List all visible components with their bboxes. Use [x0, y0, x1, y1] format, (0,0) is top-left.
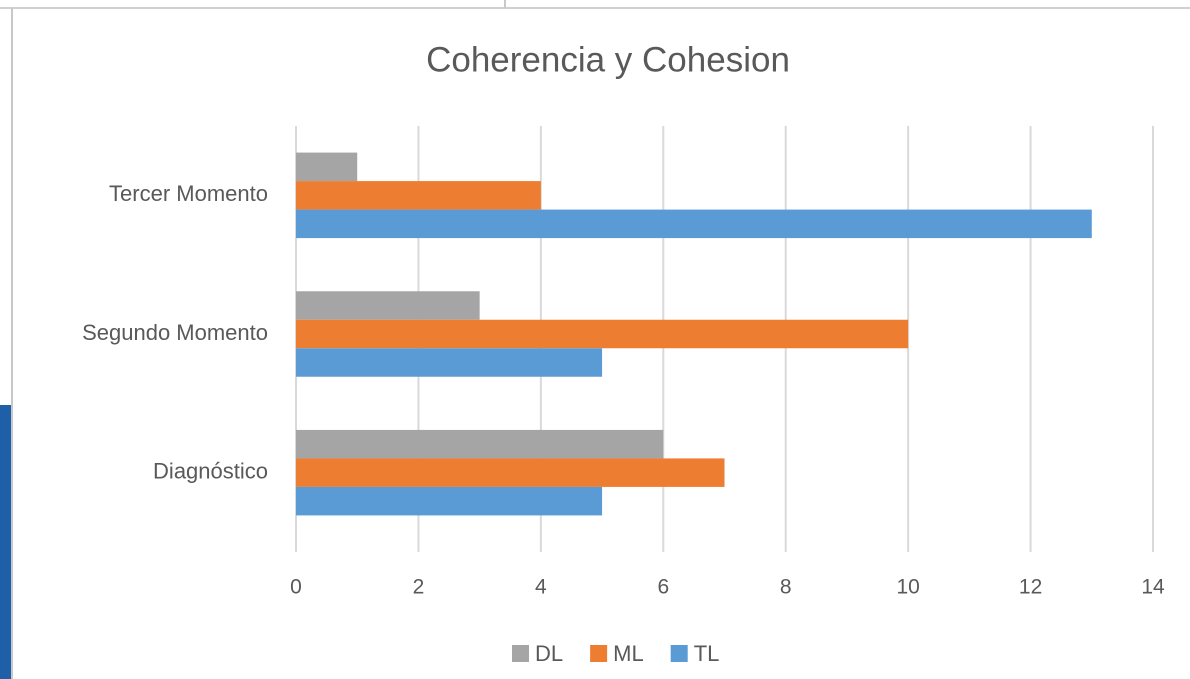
bar: [296, 348, 603, 377]
bar: [296, 181, 541, 210]
legend-label: ML: [613, 641, 644, 666]
x-tick-label: 10: [896, 576, 919, 599]
legend-swatch: [670, 645, 688, 662]
x-tick-label: 12: [1019, 576, 1042, 599]
y-tick-label: Diagnóstico: [153, 458, 268, 483]
bar: [296, 429, 664, 459]
legend-swatch: [512, 645, 529, 662]
chart-title: Coherencia y Cohesion: [426, 40, 790, 79]
x-tick-label: 0: [290, 576, 302, 599]
legend-swatch: [590, 645, 608, 662]
legend-label: DL: [535, 641, 563, 666]
x-tick-label: 6: [657, 576, 669, 599]
x-tick-label: 4: [535, 576, 547, 599]
bar: [296, 319, 909, 349]
legend-label: TL: [694, 641, 720, 666]
bar: [296, 152, 358, 182]
x-tick-label: 14: [1141, 576, 1165, 599]
x-tick-label: 8: [780, 576, 792, 599]
side-strip: [0, 405, 11, 679]
bar: [296, 458, 725, 487]
x-tick-label: 2: [413, 576, 425, 599]
bar: [296, 209, 1092, 239]
y-tick-label: Tercer Momento: [109, 181, 268, 206]
bar: [296, 486, 603, 516]
y-tick-label: Segundo Momento: [82, 320, 268, 345]
bar: [296, 291, 480, 320]
